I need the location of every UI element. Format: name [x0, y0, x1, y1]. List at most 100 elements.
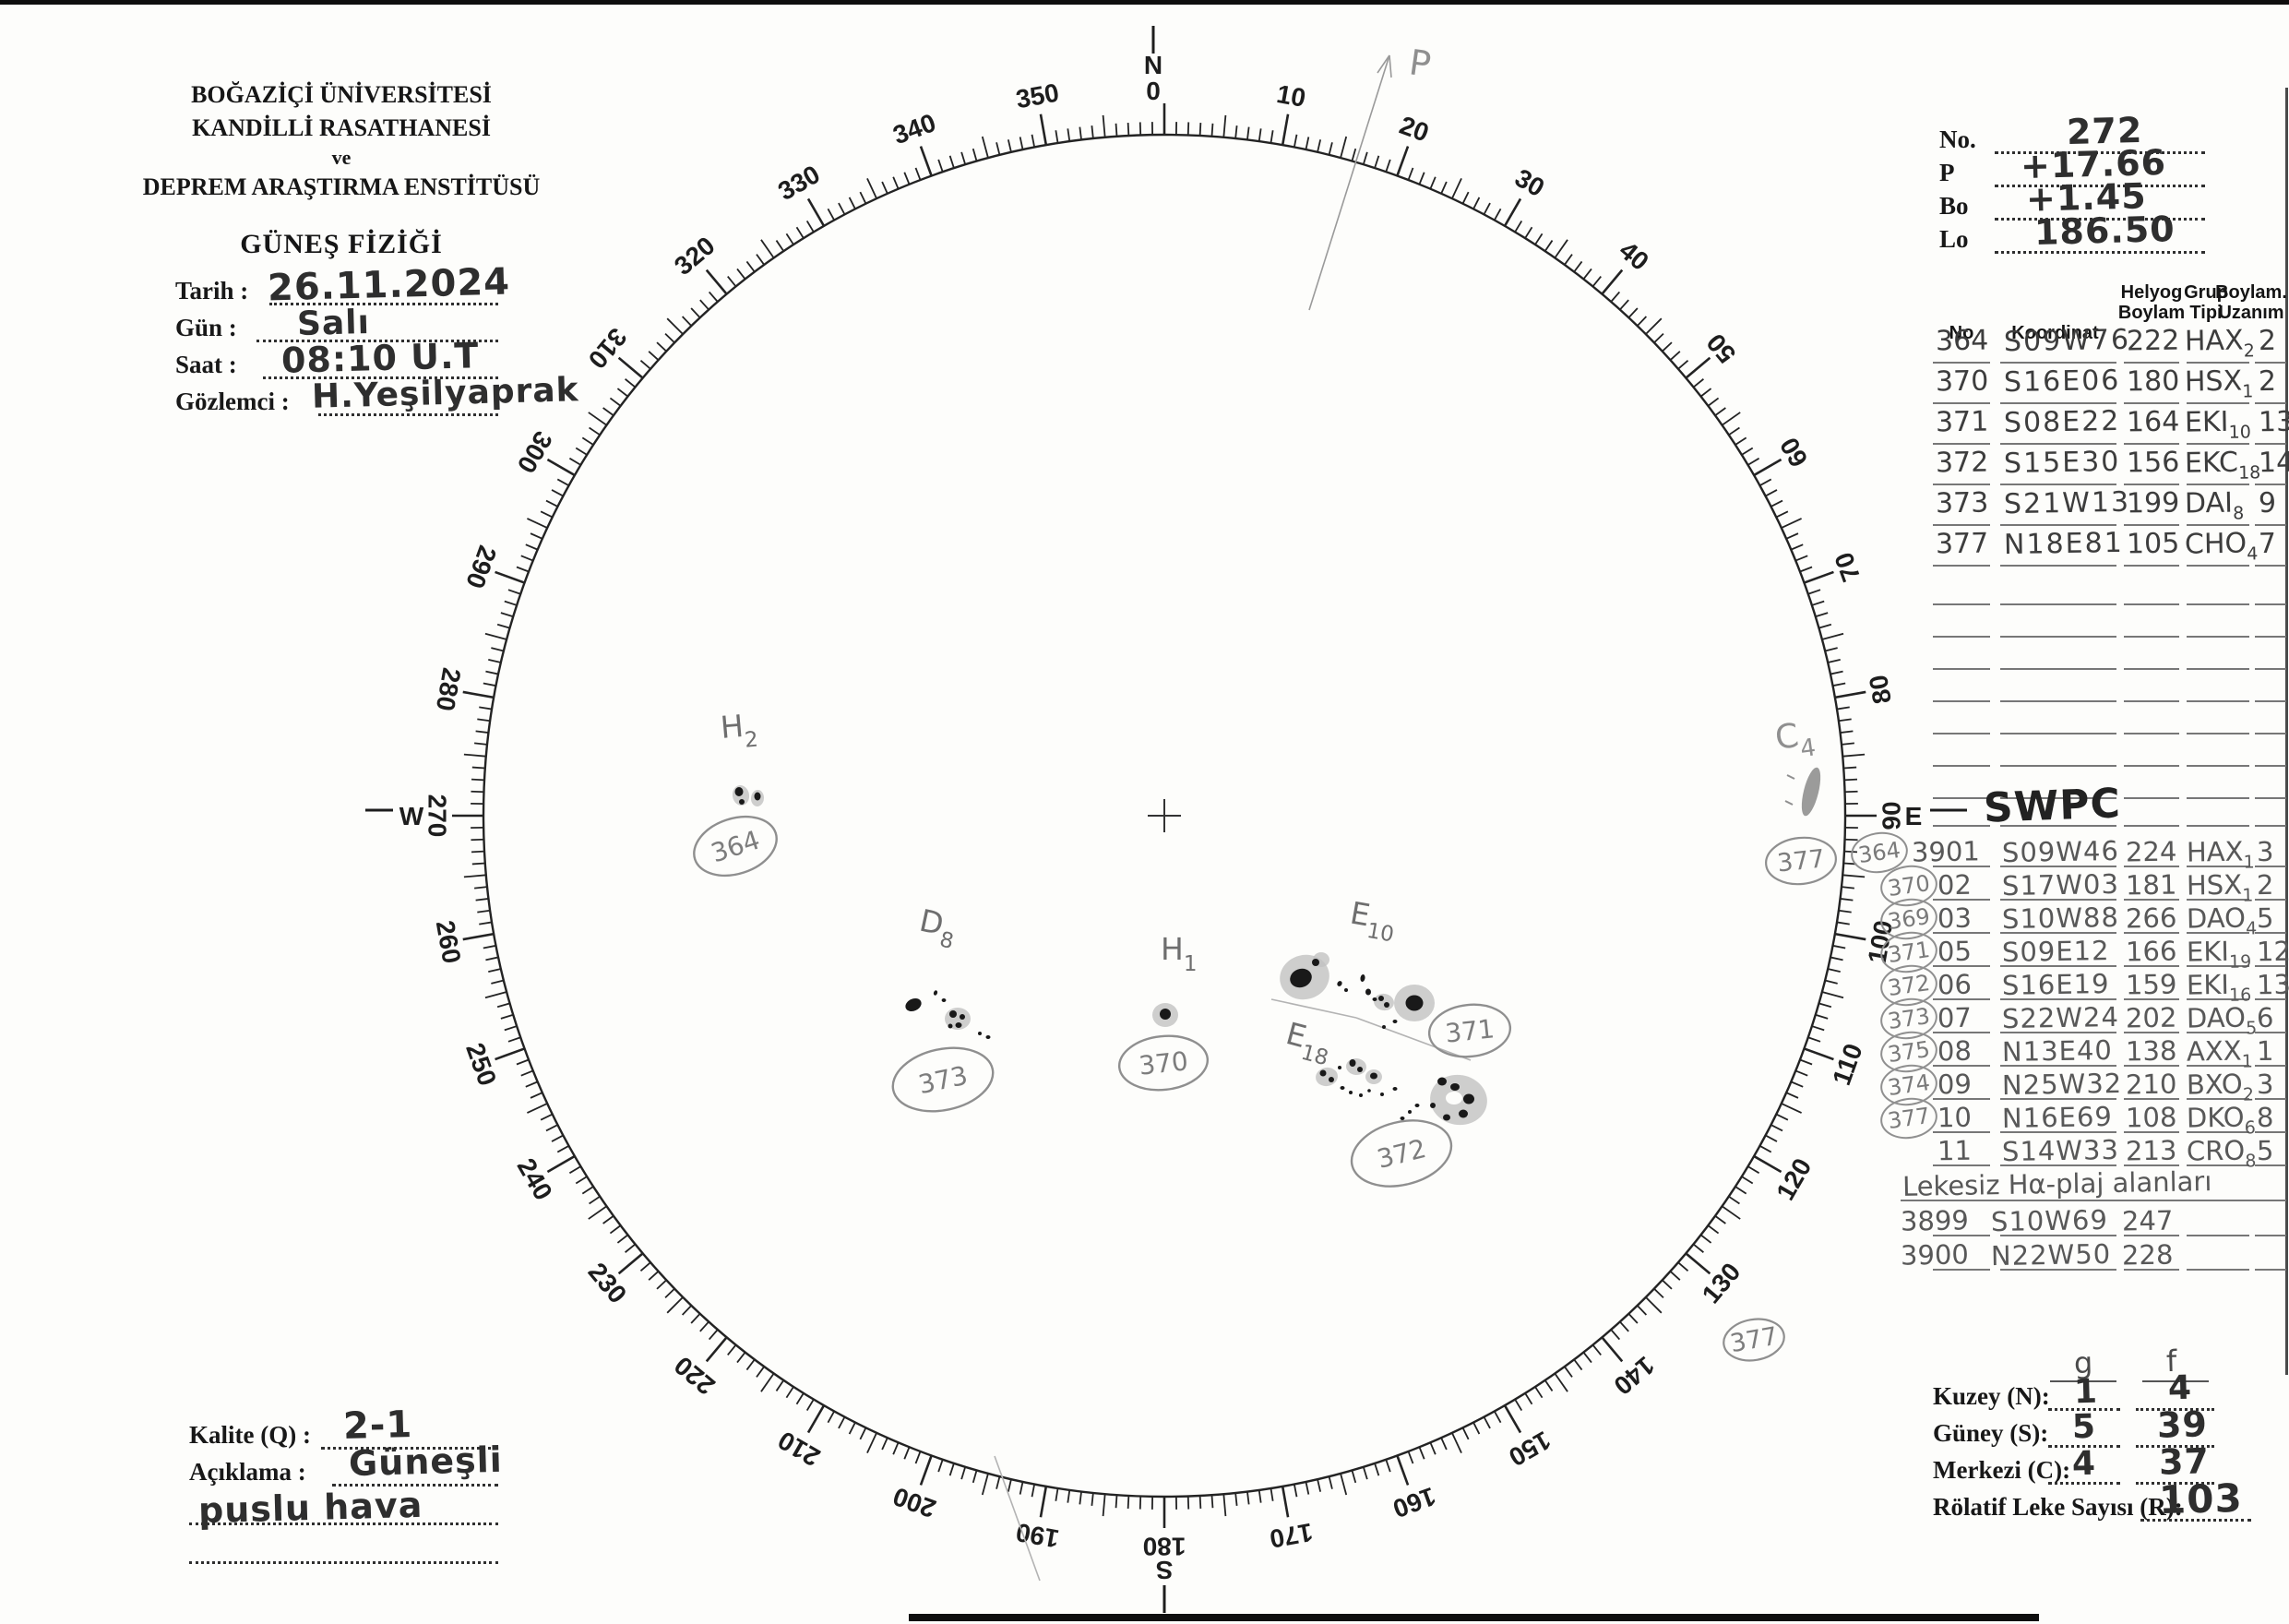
degree-tick	[507, 1036, 521, 1043]
circled-group-number-text: 370	[1138, 1045, 1190, 1081]
col-header-helyog-boylam: Helyog Boylam	[2117, 282, 2186, 323]
degree-tick	[471, 850, 485, 854]
sunspot-umbra	[1340, 1086, 1345, 1090]
scan-edge-bottom	[909, 1614, 2039, 1621]
empty-row-rule	[2124, 700, 2179, 702]
dotline	[1995, 151, 2205, 154]
degree-tick	[1714, 1215, 1726, 1224]
circled-group-number	[1723, 1318, 1785, 1362]
degree-tick	[520, 555, 534, 562]
sunspot-umbra	[754, 792, 761, 801]
swpc-title-rule	[1933, 825, 1990, 827]
group-row-tip-main: CHO	[2184, 527, 2247, 561]
degree-tick	[546, 1154, 576, 1174]
degree-label: 30	[1510, 163, 1549, 202]
summary-s-f: 39	[2156, 1403, 2209, 1446]
degree-tick	[1127, 1495, 1130, 1510]
swpc-circled-number-text: 372	[1886, 969, 1932, 1002]
swpc-row-rule	[2124, 932, 2179, 934]
degree-tick	[530, 532, 543, 540]
sunspot-umbra	[1405, 995, 1424, 1011]
degree-tick	[1653, 332, 1664, 343]
degree-tick	[589, 426, 601, 436]
swpc-title: SWPC	[1983, 780, 2122, 832]
degree-label: 10	[1275, 79, 1308, 113]
sunspot-umbra	[1408, 1110, 1412, 1114]
sunspot-umbra	[1414, 1104, 1420, 1107]
degree-tick	[483, 944, 496, 949]
swpc-row-tip: HAX1	[2187, 835, 2255, 873]
degree-tick	[495, 1047, 525, 1061]
degree-label: 280	[431, 665, 467, 712]
degree-tick	[681, 316, 692, 327]
degree-tick	[760, 239, 775, 258]
degree-tick	[483, 682, 496, 687]
sunspot-penumbra	[1446, 1092, 1462, 1105]
degree-tick	[1362, 1466, 1368, 1480]
swpc-row-rule	[2000, 965, 2116, 967]
degree-tick	[1270, 1487, 1274, 1501]
degree-tick	[1843, 778, 1858, 782]
degree-tick	[1781, 1103, 1802, 1114]
degree-tick	[664, 1288, 675, 1299]
degree-tick	[516, 1058, 530, 1066]
degree-tick	[1843, 862, 1857, 866]
degree-tick	[937, 1459, 944, 1473]
dotline	[269, 303, 498, 305]
degree-tick	[1685, 356, 1711, 379]
swpc-row-rule	[2187, 1098, 2249, 1100]
sunspot-umbra	[1380, 1093, 1384, 1096]
swpc-row-no: 03	[1937, 902, 1973, 935]
empty-row-rule	[1933, 733, 1990, 734]
swpc-row-rule	[1933, 1164, 1990, 1166]
degree-label: 90	[1877, 801, 1905, 830]
degree-label: 40	[1614, 235, 1654, 276]
swpc-row-koordinat: N25W32	[2001, 1067, 2123, 1102]
swpc-row-tip: AXX1	[2187, 1034, 2253, 1072]
swpc-row-rule	[2124, 1131, 2179, 1133]
degree-label: 60	[1774, 433, 1813, 472]
swpc-row-no: 10	[1937, 1101, 1973, 1134]
swpc-row-rule	[2187, 1131, 2249, 1133]
degree-tick	[1842, 874, 1866, 878]
swpc-row-no: 09	[1937, 1068, 1973, 1101]
degree-label: 290	[460, 542, 502, 592]
group-row-rule	[2124, 524, 2179, 526]
degree-tick	[972, 1470, 978, 1484]
swpc-row-rule	[2124, 965, 2179, 967]
degree-tick	[1210, 123, 1214, 137]
group-row-rule	[2255, 484, 2286, 485]
degree-tick	[1775, 1113, 1789, 1121]
group-row-tip-sub: 4	[2247, 543, 2259, 565]
swpc-row-rule	[1933, 965, 1990, 967]
group-row-rule	[2187, 362, 2249, 364]
degree-tick	[491, 647, 505, 652]
degree-tick	[479, 706, 493, 710]
plage-row-rule	[2187, 1235, 2249, 1236]
group-row-rule	[2187, 524, 2249, 526]
degree-tick	[1305, 137, 1310, 150]
pencil-smudge	[1801, 767, 1821, 817]
sunspot-umbra	[739, 799, 745, 805]
degree-label: 150	[1504, 1426, 1556, 1472]
swpc-row-tip-main: HSX	[2186, 868, 2243, 902]
plage-row-rule	[2187, 1269, 2249, 1271]
degree-tick	[1534, 1386, 1544, 1399]
degree-tick	[485, 956, 499, 961]
degree-tick	[1807, 1036, 1821, 1043]
group-row-tip-sub: 18	[2237, 462, 2261, 484]
degree-tick	[479, 921, 493, 925]
degree-tick	[1799, 566, 1813, 573]
group-type-label: H1	[1161, 931, 1197, 976]
group-row-boylam: 105	[2126, 527, 2180, 561]
degree-tick	[1258, 1489, 1262, 1503]
swpc-row-boylam: 210	[2125, 1068, 2177, 1101]
field-value-gun: Salı	[296, 303, 371, 344]
degree-tick	[1270, 130, 1274, 144]
group-row-no: 373	[1935, 486, 1989, 520]
plage-row-rule	[1933, 1235, 1990, 1236]
swpc-row-boylam: 166	[2125, 935, 2177, 968]
swpc-row-tip-main: DAO	[2186, 902, 2247, 935]
degree-tick	[708, 1329, 719, 1341]
field-label-gozlemci: Gözlemci :	[175, 388, 290, 415]
